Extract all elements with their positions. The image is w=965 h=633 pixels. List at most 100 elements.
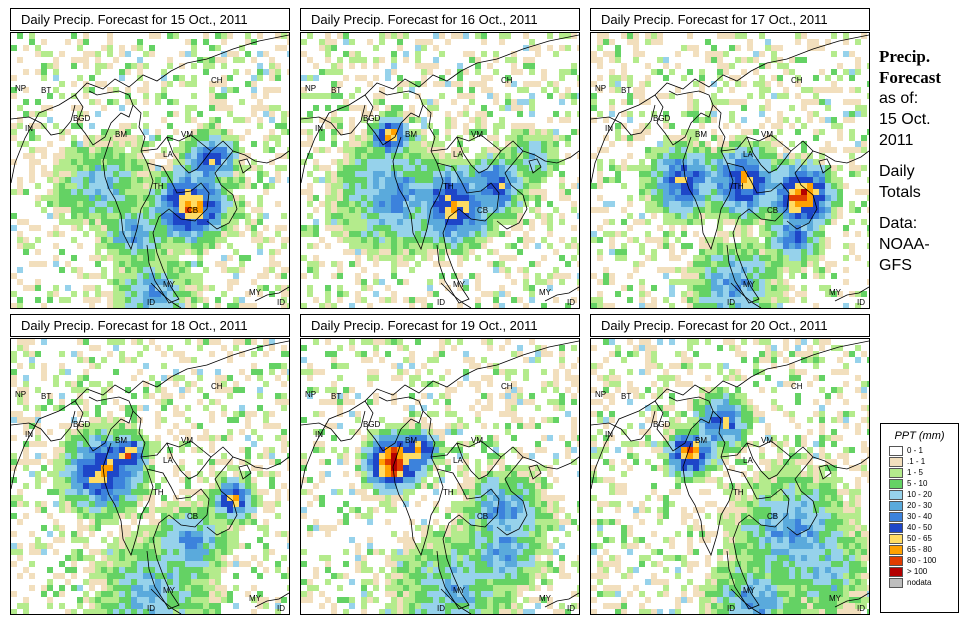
precip-cell — [753, 237, 759, 243]
precip-cell — [23, 387, 29, 393]
precip-cell — [89, 561, 95, 567]
precip-cell — [29, 165, 35, 171]
precip-cell — [167, 591, 173, 597]
precip-cell — [275, 423, 281, 429]
country-label: ID — [857, 298, 865, 307]
precip-cell — [65, 183, 71, 189]
precip-cell — [83, 189, 89, 195]
precip-map[interactable]: NP BT BGD IN CH BM VM LA TH CB MY MY ID ID — [10, 338, 290, 615]
precip-cell — [343, 225, 349, 231]
precip-cell — [203, 177, 209, 183]
border-line — [440, 282, 472, 308]
precip-cell — [657, 33, 663, 39]
precip-cell — [469, 225, 475, 231]
precip-cell — [511, 195, 517, 201]
precip-cell — [337, 147, 343, 153]
precip-cell — [275, 75, 281, 81]
precip-cell — [155, 93, 161, 99]
precip-cell — [77, 243, 83, 249]
precip-cell — [77, 165, 83, 171]
precip-cell — [275, 363, 281, 369]
precip-cell — [95, 243, 101, 249]
precip-cell — [119, 279, 125, 285]
precip-cell — [849, 135, 855, 141]
precip-cell — [41, 405, 47, 411]
precip-cell — [663, 75, 669, 81]
precip-cell — [167, 393, 173, 399]
precip-cell — [861, 111, 867, 117]
precip-cell — [275, 45, 281, 51]
precip-cell — [185, 441, 191, 447]
precip-cell — [35, 507, 41, 513]
precip-cell — [759, 183, 765, 189]
precip-cell — [819, 243, 825, 249]
precip-cell — [197, 543, 203, 549]
precip-cell — [215, 195, 221, 201]
precip-cell — [113, 225, 119, 231]
precip-cell — [699, 237, 705, 243]
precip-cell — [517, 99, 523, 105]
precip-cell — [161, 117, 167, 123]
precip-cell — [571, 63, 577, 69]
precip-cell — [651, 249, 657, 255]
precip-cell — [693, 45, 699, 51]
precip-cell — [403, 159, 409, 165]
precip-map[interactable]: NP BT BGD IN CH BM VM LA TH CB MY MY ID ID — [10, 32, 290, 309]
precip-cell — [439, 189, 445, 195]
precip-cell — [95, 231, 101, 237]
precip-cell — [867, 81, 869, 87]
precip-cell — [179, 195, 185, 201]
precip-cell — [753, 249, 759, 255]
precip-cell — [795, 267, 801, 273]
precip-cell — [475, 201, 481, 207]
precip-cell — [23, 69, 29, 75]
precip-cell — [275, 399, 281, 405]
precip-cell — [83, 33, 89, 39]
precip-cell — [385, 123, 391, 129]
precip-cell — [427, 177, 433, 183]
precip-cell — [609, 75, 615, 81]
precip-map[interactable]: NP BT BGD IN CH BM VM LA TH CB MY MY ID ID — [300, 32, 580, 309]
precip-cell — [119, 207, 125, 213]
precip-cell — [849, 207, 855, 213]
precip-cell — [837, 87, 843, 93]
precip-map[interactable]: NP BT BGD IN CH BM VM LA TH CB MY MY ID ID — [590, 32, 870, 309]
precip-cell — [511, 225, 517, 231]
precip-cell — [137, 567, 143, 573]
precip-cell — [475, 285, 481, 291]
precip-cell — [391, 225, 397, 231]
precip-cell — [463, 249, 469, 255]
precip-cell — [233, 117, 239, 123]
precip-cell — [559, 195, 565, 201]
precip-cell — [251, 477, 257, 483]
precip-cell — [113, 489, 119, 495]
precip-cell — [609, 51, 615, 57]
precip-cell — [403, 93, 409, 99]
precip-cell — [71, 501, 77, 507]
precip-cell — [269, 183, 275, 189]
precip-cell — [711, 303, 717, 308]
precip-cell — [101, 465, 107, 471]
precip-cell — [233, 183, 239, 189]
precip-cell — [729, 159, 735, 165]
precip-cell — [843, 33, 849, 39]
precip-cell — [307, 33, 313, 39]
precip-cell — [149, 273, 155, 279]
precip-cell — [457, 201, 463, 207]
precip-cell — [53, 453, 59, 459]
precip-cell — [29, 39, 35, 45]
precip-cell — [161, 273, 167, 279]
precip-cell — [657, 165, 663, 171]
precip-cell — [487, 291, 493, 297]
precip-cell — [675, 135, 681, 141]
precip-cell — [209, 447, 215, 453]
precip-cell — [221, 51, 227, 57]
precip-cell — [765, 135, 771, 141]
precip-cell — [179, 567, 185, 573]
precip-cell — [385, 111, 391, 117]
precip-cell — [553, 141, 559, 147]
precip-cell — [391, 141, 397, 147]
precip-cell — [245, 543, 251, 549]
precip-cell — [137, 153, 143, 159]
precip-cell — [41, 69, 47, 75]
